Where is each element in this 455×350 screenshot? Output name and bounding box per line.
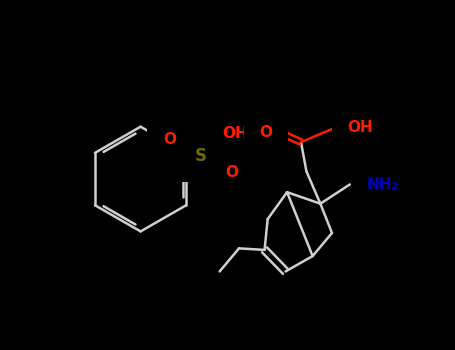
Text: OH: OH (222, 126, 248, 141)
Text: O: O (260, 125, 273, 140)
Text: NH₂: NH₂ (367, 177, 399, 192)
Text: S: S (194, 147, 206, 165)
Text: OH: OH (348, 120, 373, 135)
Text: O: O (225, 166, 238, 180)
Text: O: O (163, 132, 176, 147)
